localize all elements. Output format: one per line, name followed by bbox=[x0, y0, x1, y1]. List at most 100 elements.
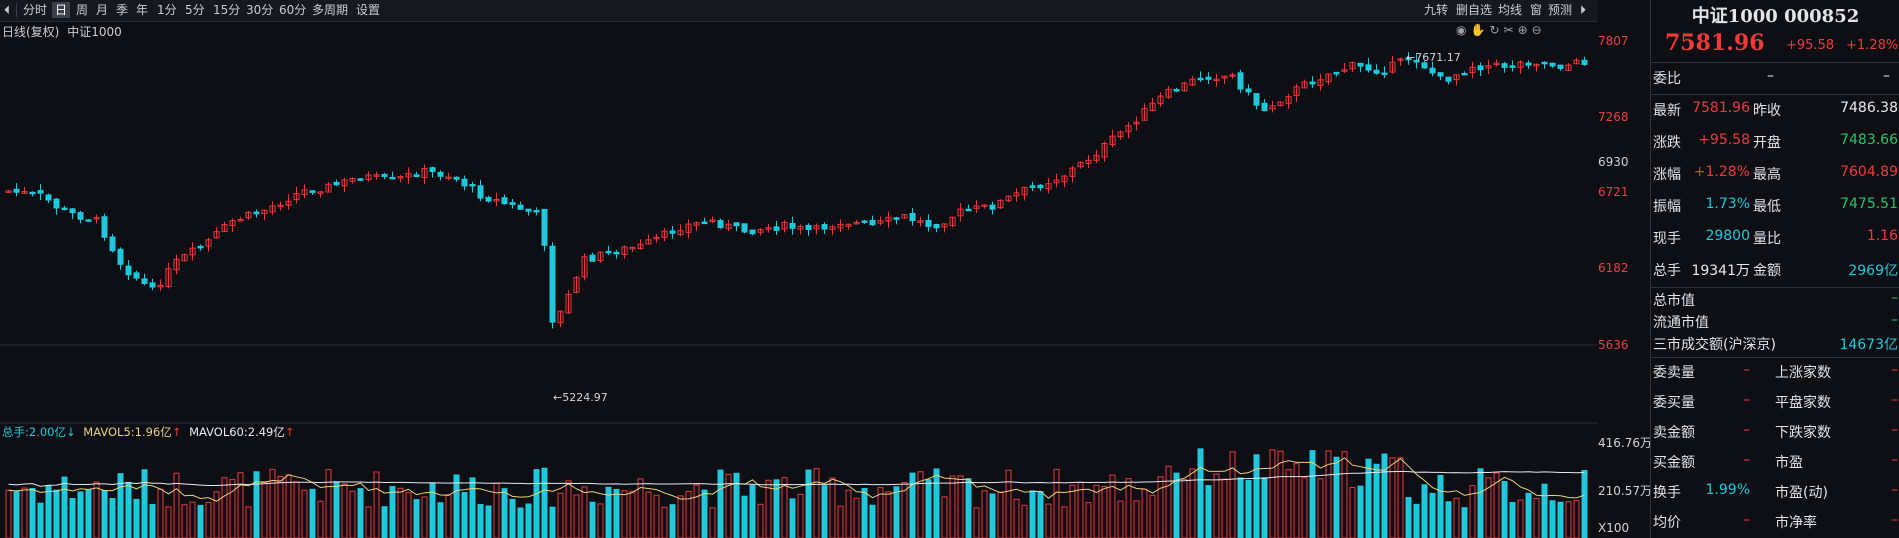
tab-day[interactable]: 日 bbox=[52, 2, 71, 18]
volume-bar bbox=[1141, 488, 1148, 538]
volume-bar bbox=[1349, 487, 1356, 538]
candle-body bbox=[61, 207, 68, 211]
volume-bar bbox=[21, 487, 28, 538]
volume-bar bbox=[5, 489, 12, 538]
tab-5min[interactable]: 5分 bbox=[185, 3, 205, 17]
candle-body bbox=[829, 226, 836, 230]
candle-body bbox=[1141, 108, 1148, 121]
tab-week[interactable]: 周 bbox=[76, 3, 89, 17]
tab-year[interactable]: 年 bbox=[136, 3, 149, 17]
candle-body bbox=[949, 216, 956, 227]
volume-bar bbox=[61, 476, 68, 538]
volume-bar bbox=[1165, 465, 1172, 538]
remove-watchlist-button[interactable]: 删自选 bbox=[1456, 3, 1493, 17]
volume-bar bbox=[413, 499, 420, 538]
volume-bar bbox=[565, 480, 572, 538]
period-toolbar: ⏴ 分时 日 周 月 季 年 1分 5分 15分 30分 60分 多周期 设置 … bbox=[0, 0, 1598, 22]
window-button[interactable]: 窗 bbox=[1530, 3, 1543, 17]
zoom-in-icon[interactable]: ⊕ bbox=[1517, 23, 1532, 37]
tab-60min[interactable]: 60分 bbox=[279, 3, 307, 17]
volume-bar bbox=[525, 503, 532, 538]
candle-body bbox=[13, 188, 20, 193]
stat-value: – bbox=[1743, 512, 1750, 528]
volume-bar bbox=[285, 474, 292, 538]
next-icon[interactable]: ⏵ bbox=[1580, 3, 1587, 17]
volume-bar bbox=[1173, 472, 1180, 538]
candle-body bbox=[357, 178, 364, 181]
tab-quarter[interactable]: 季 bbox=[116, 3, 129, 17]
tab-minute[interactable]: 分时 bbox=[23, 3, 48, 17]
settings-button[interactable]: 设置 bbox=[356, 3, 381, 17]
candle-body bbox=[1237, 72, 1244, 90]
quote-value: 7483.66 bbox=[1840, 132, 1898, 148]
candle-body bbox=[1453, 74, 1460, 81]
volume-bar bbox=[1213, 473, 1220, 538]
prev-icon[interactable]: ⏴ bbox=[4, 3, 11, 17]
volume-bar bbox=[1573, 500, 1580, 538]
tab-multi-period[interactable]: 多周期 bbox=[312, 3, 349, 17]
volume-bar bbox=[1405, 497, 1412, 538]
tab-month[interactable]: 月 bbox=[96, 3, 109, 17]
volume-bar bbox=[605, 486, 612, 538]
hand-icon[interactable]: ✋ bbox=[1470, 23, 1490, 37]
quote-label: 量比 bbox=[1753, 231, 1781, 247]
volume-bar bbox=[941, 496, 948, 538]
volume-bar bbox=[989, 493, 996, 538]
scissors-icon[interactable]: ✂ bbox=[1503, 23, 1518, 37]
candle-body bbox=[1213, 78, 1220, 82]
tab-30min[interactable]: 30分 bbox=[246, 3, 274, 17]
kline-chart[interactable] bbox=[0, 21, 1598, 538]
quote-label: 现手 bbox=[1653, 231, 1681, 247]
volume-axis-top: 416.76万 bbox=[1598, 436, 1652, 450]
volume-bar bbox=[885, 491, 892, 538]
last-price: 7581.96 bbox=[1665, 30, 1765, 56]
candle-body bbox=[1029, 185, 1036, 188]
candle-body bbox=[733, 222, 740, 227]
moving-average-button[interactable]: 均线 bbox=[1498, 3, 1523, 17]
quote-row: 涨跌 +95.58 开盘 7483.66 bbox=[1651, 128, 1899, 156]
tab-1min[interactable]: 1分 bbox=[157, 3, 177, 17]
up-arrow-icon: ↑ bbox=[284, 425, 295, 439]
info-row: 三市成交额(沪深京) 14673亿 bbox=[1651, 332, 1899, 354]
candle-body bbox=[637, 243, 644, 249]
stat-row: 委买量 – 平盘家数 – bbox=[1651, 388, 1899, 416]
volume-bar bbox=[869, 504, 876, 538]
candle-body bbox=[1421, 62, 1428, 69]
chart-period-label: 日线(复权) bbox=[2, 25, 60, 39]
volume-bar bbox=[533, 469, 540, 538]
quote-label: 最高 bbox=[1753, 167, 1781, 183]
volume-bar bbox=[677, 495, 684, 538]
mavol5-line bbox=[8, 457, 1585, 502]
candle-body bbox=[1221, 75, 1228, 79]
nine-turn-button[interactable]: 九转 bbox=[1424, 3, 1449, 17]
candle-body bbox=[21, 191, 28, 194]
zoom-out-icon[interactable]: ⊖ bbox=[1531, 23, 1546, 37]
candle-body bbox=[845, 223, 852, 227]
candle-body bbox=[1045, 183, 1052, 190]
tab-15min[interactable]: 15分 bbox=[213, 3, 241, 17]
candle-body bbox=[1341, 69, 1348, 72]
candle-body bbox=[1405, 57, 1412, 61]
candle-body bbox=[285, 200, 292, 206]
candle-body bbox=[429, 167, 436, 172]
candle-body bbox=[245, 211, 252, 219]
candle-body bbox=[117, 248, 124, 265]
volume-bar bbox=[349, 490, 356, 538]
volume-axis-unit: X100 bbox=[1598, 521, 1630, 535]
info-row: 流通市值 – bbox=[1651, 310, 1899, 332]
eye-icon[interactable]: ◉ bbox=[1456, 23, 1471, 37]
candle-body bbox=[941, 223, 948, 228]
quote-value: 7581.96 bbox=[1692, 100, 1750, 116]
volume-bar bbox=[757, 503, 764, 538]
volume-bar bbox=[1549, 500, 1556, 538]
candle-body bbox=[237, 218, 244, 222]
quote-row: 振幅 1.73% 最低 7475.51 bbox=[1651, 192, 1899, 220]
refresh-icon[interactable]: ↻ bbox=[1489, 23, 1504, 37]
low-marker: ← bbox=[553, 391, 563, 404]
quote-value: 7475.51 bbox=[1840, 196, 1898, 212]
forecast-button[interactable]: 预测 bbox=[1548, 3, 1573, 17]
stat-value: – bbox=[1743, 452, 1750, 468]
candle-body bbox=[581, 256, 588, 278]
volume-bar bbox=[45, 485, 52, 538]
volume-bar bbox=[1517, 499, 1524, 538]
